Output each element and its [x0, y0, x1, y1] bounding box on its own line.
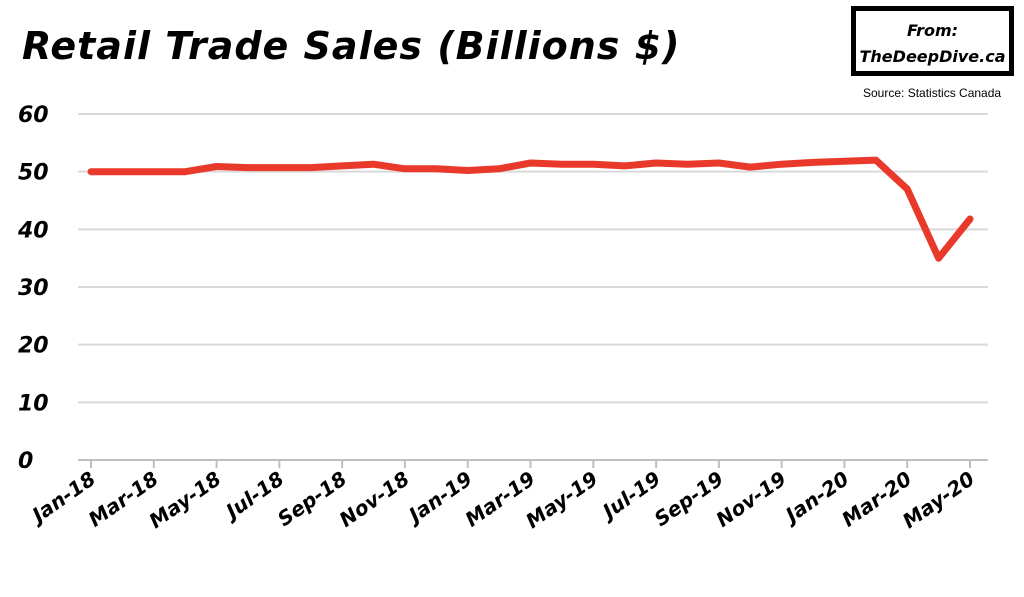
data-point	[969, 218, 971, 220]
x-tick-label: Sep-18	[273, 466, 351, 531]
y-axis: 0 10 20 30 40 50 60	[17, 103, 49, 474]
x-axis: Jan-18Mar-18May-18Jul-18Sep-18Nov-18Jan-…	[24, 460, 979, 533]
gridlines	[78, 113, 988, 461]
attribution-box: From: TheDeepDive.ca	[851, 6, 1014, 76]
data-point	[749, 166, 751, 168]
x-tick-label: Sep-19	[650, 466, 728, 531]
data-point	[812, 161, 814, 163]
source-note: Source: Statistics Canada	[863, 86, 1002, 100]
x-tick-label: May-20	[898, 466, 979, 533]
data-point	[843, 160, 845, 162]
y-tick-label: 50	[18, 161, 49, 186]
y-tick-label: 60	[18, 103, 49, 128]
x-tick-label: May-18	[145, 466, 226, 533]
data-point	[184, 171, 186, 173]
series-line-0	[87, 156, 974, 262]
data-point	[686, 163, 688, 165]
data-point	[530, 162, 531, 164]
x-tick-label: Nov-18	[335, 466, 414, 531]
data-point	[718, 162, 720, 164]
data-point	[310, 167, 312, 169]
data-point	[278, 167, 280, 169]
y-tick-label: 0	[18, 449, 33, 474]
data-point	[592, 163, 594, 165]
y-tick-label: 20	[18, 334, 49, 359]
x-tick-label: May-19	[521, 466, 602, 533]
attribution-from-label: From:	[906, 21, 959, 40]
data-point	[655, 162, 657, 164]
data-point	[153, 171, 155, 173]
data-point	[875, 159, 877, 161]
y-tick-label: 10	[18, 391, 49, 416]
data-point	[561, 163, 563, 165]
x-tick-label: Nov-19	[711, 466, 790, 531]
data-point	[435, 168, 437, 170]
data-point	[781, 163, 783, 165]
data-point	[121, 171, 123, 173]
data-point	[624, 165, 626, 167]
data-point	[341, 165, 343, 167]
data-point	[373, 163, 375, 165]
y-tick-label: 30	[18, 276, 49, 301]
data-point	[90, 171, 92, 173]
data-point	[247, 167, 249, 169]
data-point	[216, 165, 218, 167]
data-point	[404, 168, 406, 170]
attribution-site-label: TheDeepDive.ca	[859, 47, 1006, 66]
data-point	[938, 257, 940, 259]
data-point	[906, 188, 908, 190]
data-point	[498, 168, 500, 170]
y-tick-label: 40	[17, 218, 49, 243]
series	[87, 156, 974, 262]
chart-title: Retail Trade Sales (Billions $)	[22, 24, 681, 68]
data-point	[467, 170, 469, 172]
